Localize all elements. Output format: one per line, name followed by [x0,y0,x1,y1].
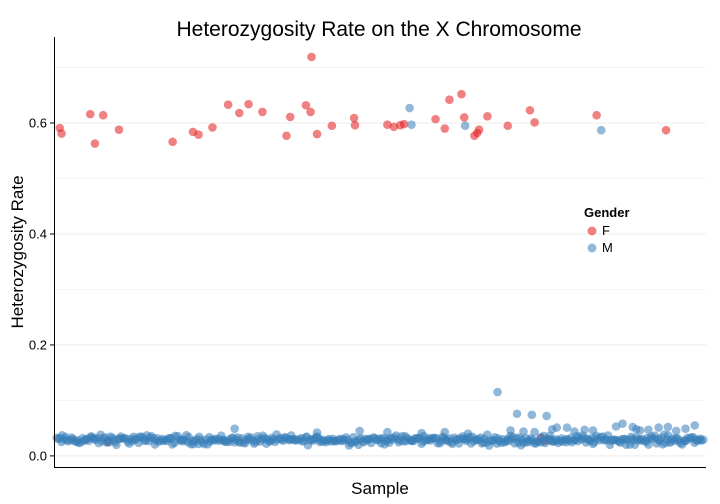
data-point-f [483,112,492,121]
data-point-f [440,124,450,133]
data-point-m [580,425,589,435]
data-point-f [312,129,322,139]
data-point-m [463,429,473,439]
data-point-m [417,428,426,438]
data-point-f [301,100,311,110]
data-point-f [383,120,392,129]
data-point-f [350,120,360,130]
legend-title: Gender [584,205,630,220]
data-point-m [230,424,239,434]
data-point-m [312,428,322,437]
x-axis-title: Sample [351,479,409,498]
chart-title: Heterozygosity Rate on the X Chromosome [176,18,581,41]
data-point-f [592,110,601,120]
data-points [52,52,708,450]
legend-label-f: F [602,223,610,238]
data-point-m [355,426,364,436]
data-point-f [349,113,359,123]
y-tick-label: 0.2 [29,337,47,352]
data-point-m [663,422,673,432]
data-point-f [306,107,315,117]
data-point-f [661,125,671,135]
data-point-m [552,423,562,432]
data-point-f [457,89,466,99]
data-point-m [681,424,690,434]
data-point-m [407,120,416,129]
data-point-f [244,99,253,109]
data-point-f [503,121,513,131]
data-point-m [654,423,663,432]
data-point-m [460,121,470,131]
data-point-f [399,119,409,129]
data-point-m [690,421,700,430]
data-point-m [512,409,522,419]
grid-lines [55,67,706,457]
data-point-f [258,107,267,117]
data-point-f [282,131,291,141]
data-point-f [114,125,124,134]
data-point-m [383,427,392,437]
data-point-f [85,109,95,119]
data-point-f [234,108,244,118]
data-point-f [57,129,66,138]
legend: Gender F M [584,205,630,255]
data-point-m [570,427,579,436]
axes [54,37,706,468]
data-point-f [525,105,535,115]
data-point-f [90,139,100,148]
data-point-m [618,419,627,429]
legend-key-m [587,243,597,253]
data-point-f [168,137,177,147]
data-point-m [527,410,537,420]
data-point-f [445,95,454,104]
data-point-m [440,427,450,437]
data-point-f [307,52,316,62]
data-point-m [519,427,528,436]
data-point-f [223,100,233,109]
data-point-m [635,426,645,435]
y-axis-title: Heterozygosity Rate [8,175,27,328]
data-point-f [474,125,484,134]
data-point-f [530,118,539,127]
data-point-m [530,427,539,437]
data-point-f [194,130,203,139]
data-point-m [699,435,708,445]
data-point-m [671,426,681,436]
y-tick-label: 0.6 [29,116,47,131]
y-tick-label: 0.0 [29,448,47,463]
legend-label-m: M [602,240,613,255]
data-point-m [542,411,551,421]
data-point-m [596,125,606,135]
data-point-f [431,114,440,124]
data-point-f [389,122,399,132]
data-point-f [98,110,108,120]
data-point-m [405,103,414,113]
data-point-m [506,426,515,435]
data-point-m [588,426,598,435]
y-tick-label: 0.4 [29,226,47,241]
legend-key-f [587,226,597,236]
data-point-m [562,423,572,432]
data-point-f [459,113,469,122]
data-point-m [644,425,653,435]
data-point-f [208,123,217,132]
data-point-f [285,112,295,122]
data-point-f [327,121,337,131]
y-ticks: 0.0 0.2 0.4 0.6 [29,116,54,463]
data-point-m [493,387,502,397]
data-point-m [611,422,621,431]
